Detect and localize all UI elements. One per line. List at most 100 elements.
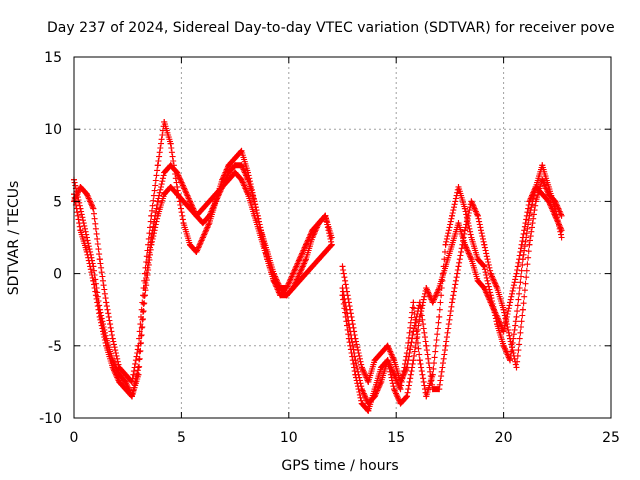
data-point: [339, 292, 346, 299]
data-point: [90, 205, 97, 212]
data-point: [328, 241, 335, 248]
data-point: [558, 212, 565, 219]
data-point: [109, 335, 116, 342]
data-point: [290, 270, 297, 277]
data-point: [161, 118, 168, 125]
data-point: [225, 162, 232, 169]
data-point: [391, 386, 398, 393]
data-point: [416, 313, 423, 320]
data-point: [397, 400, 404, 407]
y-axis-label: SDTVAR / TECUs: [6, 181, 22, 296]
data-point: [539, 191, 546, 198]
data-point: [193, 212, 200, 219]
data-point: [186, 205, 193, 212]
data-point: [302, 270, 309, 277]
grid: [74, 57, 611, 418]
data-point: [270, 277, 277, 284]
data-point: [442, 241, 449, 248]
data-point: [519, 234, 526, 241]
data-point: [174, 183, 181, 190]
data-point: [283, 285, 290, 292]
data-point: [345, 299, 352, 306]
data-point: [277, 285, 284, 292]
data-point: [232, 155, 239, 162]
y-tick-label: -5: [48, 339, 62, 355]
data-point: [302, 241, 309, 248]
data-point: [244, 169, 251, 176]
chart-title: Day 237 of 2024, Sidereal Day-to-day VTE…: [47, 20, 615, 36]
data-point: [358, 400, 365, 407]
data-point: [83, 248, 90, 255]
data-point: [455, 183, 462, 190]
data-point: [455, 263, 462, 270]
data-point: [442, 263, 449, 270]
data-point: [461, 205, 468, 212]
data-point: [410, 357, 417, 364]
data-point: [328, 234, 335, 241]
data-point: [232, 162, 239, 169]
x-tick-label: 15: [387, 430, 405, 446]
data-point: [322, 212, 329, 219]
data-point: [148, 212, 155, 219]
data-point: [96, 313, 103, 320]
data-point: [257, 227, 264, 234]
data-point: [77, 227, 84, 234]
y-tick-label: -10: [39, 411, 62, 427]
data-point: [378, 350, 385, 357]
data-point: [468, 198, 475, 205]
data-point: [365, 407, 372, 414]
data-point: [552, 212, 559, 219]
data-point: [199, 220, 206, 227]
data-point: [378, 364, 385, 371]
data-point: [206, 220, 213, 227]
data-point: [507, 299, 514, 306]
data-point: [552, 198, 559, 205]
data-point: [474, 212, 481, 219]
data-point: [384, 357, 391, 364]
data-marks: [71, 118, 565, 414]
data-point: [232, 169, 239, 176]
data-point: [122, 378, 129, 385]
y-tick-labels: -10 -5 0 5 10 15: [39, 50, 62, 427]
data-point: [154, 198, 161, 205]
data-point: [154, 212, 161, 219]
data-point: [199, 205, 206, 212]
data-point: [500, 328, 507, 335]
data-point: [180, 220, 187, 227]
data-point: [296, 270, 303, 277]
data-point: [545, 191, 552, 198]
data-point: [116, 364, 123, 371]
data-point: [90, 277, 97, 284]
data-point: [423, 285, 430, 292]
data-point: [474, 256, 481, 263]
data-point: [410, 299, 417, 306]
data-point: [103, 299, 110, 306]
data-point: [532, 183, 539, 190]
data-point: [539, 162, 546, 169]
data-point: [397, 386, 404, 393]
data-point: [251, 198, 258, 205]
data-point: [423, 342, 430, 349]
data-point: [186, 198, 193, 205]
data-point: [481, 241, 488, 248]
data-point: [513, 364, 520, 371]
data-point: [449, 212, 456, 219]
series-track-b: [71, 169, 335, 400]
data-point: [507, 357, 514, 364]
data-point: [403, 393, 410, 400]
data-point: [436, 313, 443, 320]
data-point: [397, 378, 404, 385]
data-point: [416, 357, 423, 364]
series-track-c: [71, 118, 335, 385]
data-point: [339, 263, 346, 270]
y-tick-label: 0: [53, 267, 62, 283]
x-tick-labels: 0 5 10 15 20 25: [70, 430, 620, 446]
data-point: [500, 342, 507, 349]
data-point: [225, 176, 232, 183]
data-point: [128, 378, 135, 385]
data-point: [461, 227, 468, 234]
data-point: [290, 285, 297, 292]
data-point: [141, 270, 148, 277]
data-point: [206, 198, 213, 205]
series-track-e: [339, 176, 565, 393]
